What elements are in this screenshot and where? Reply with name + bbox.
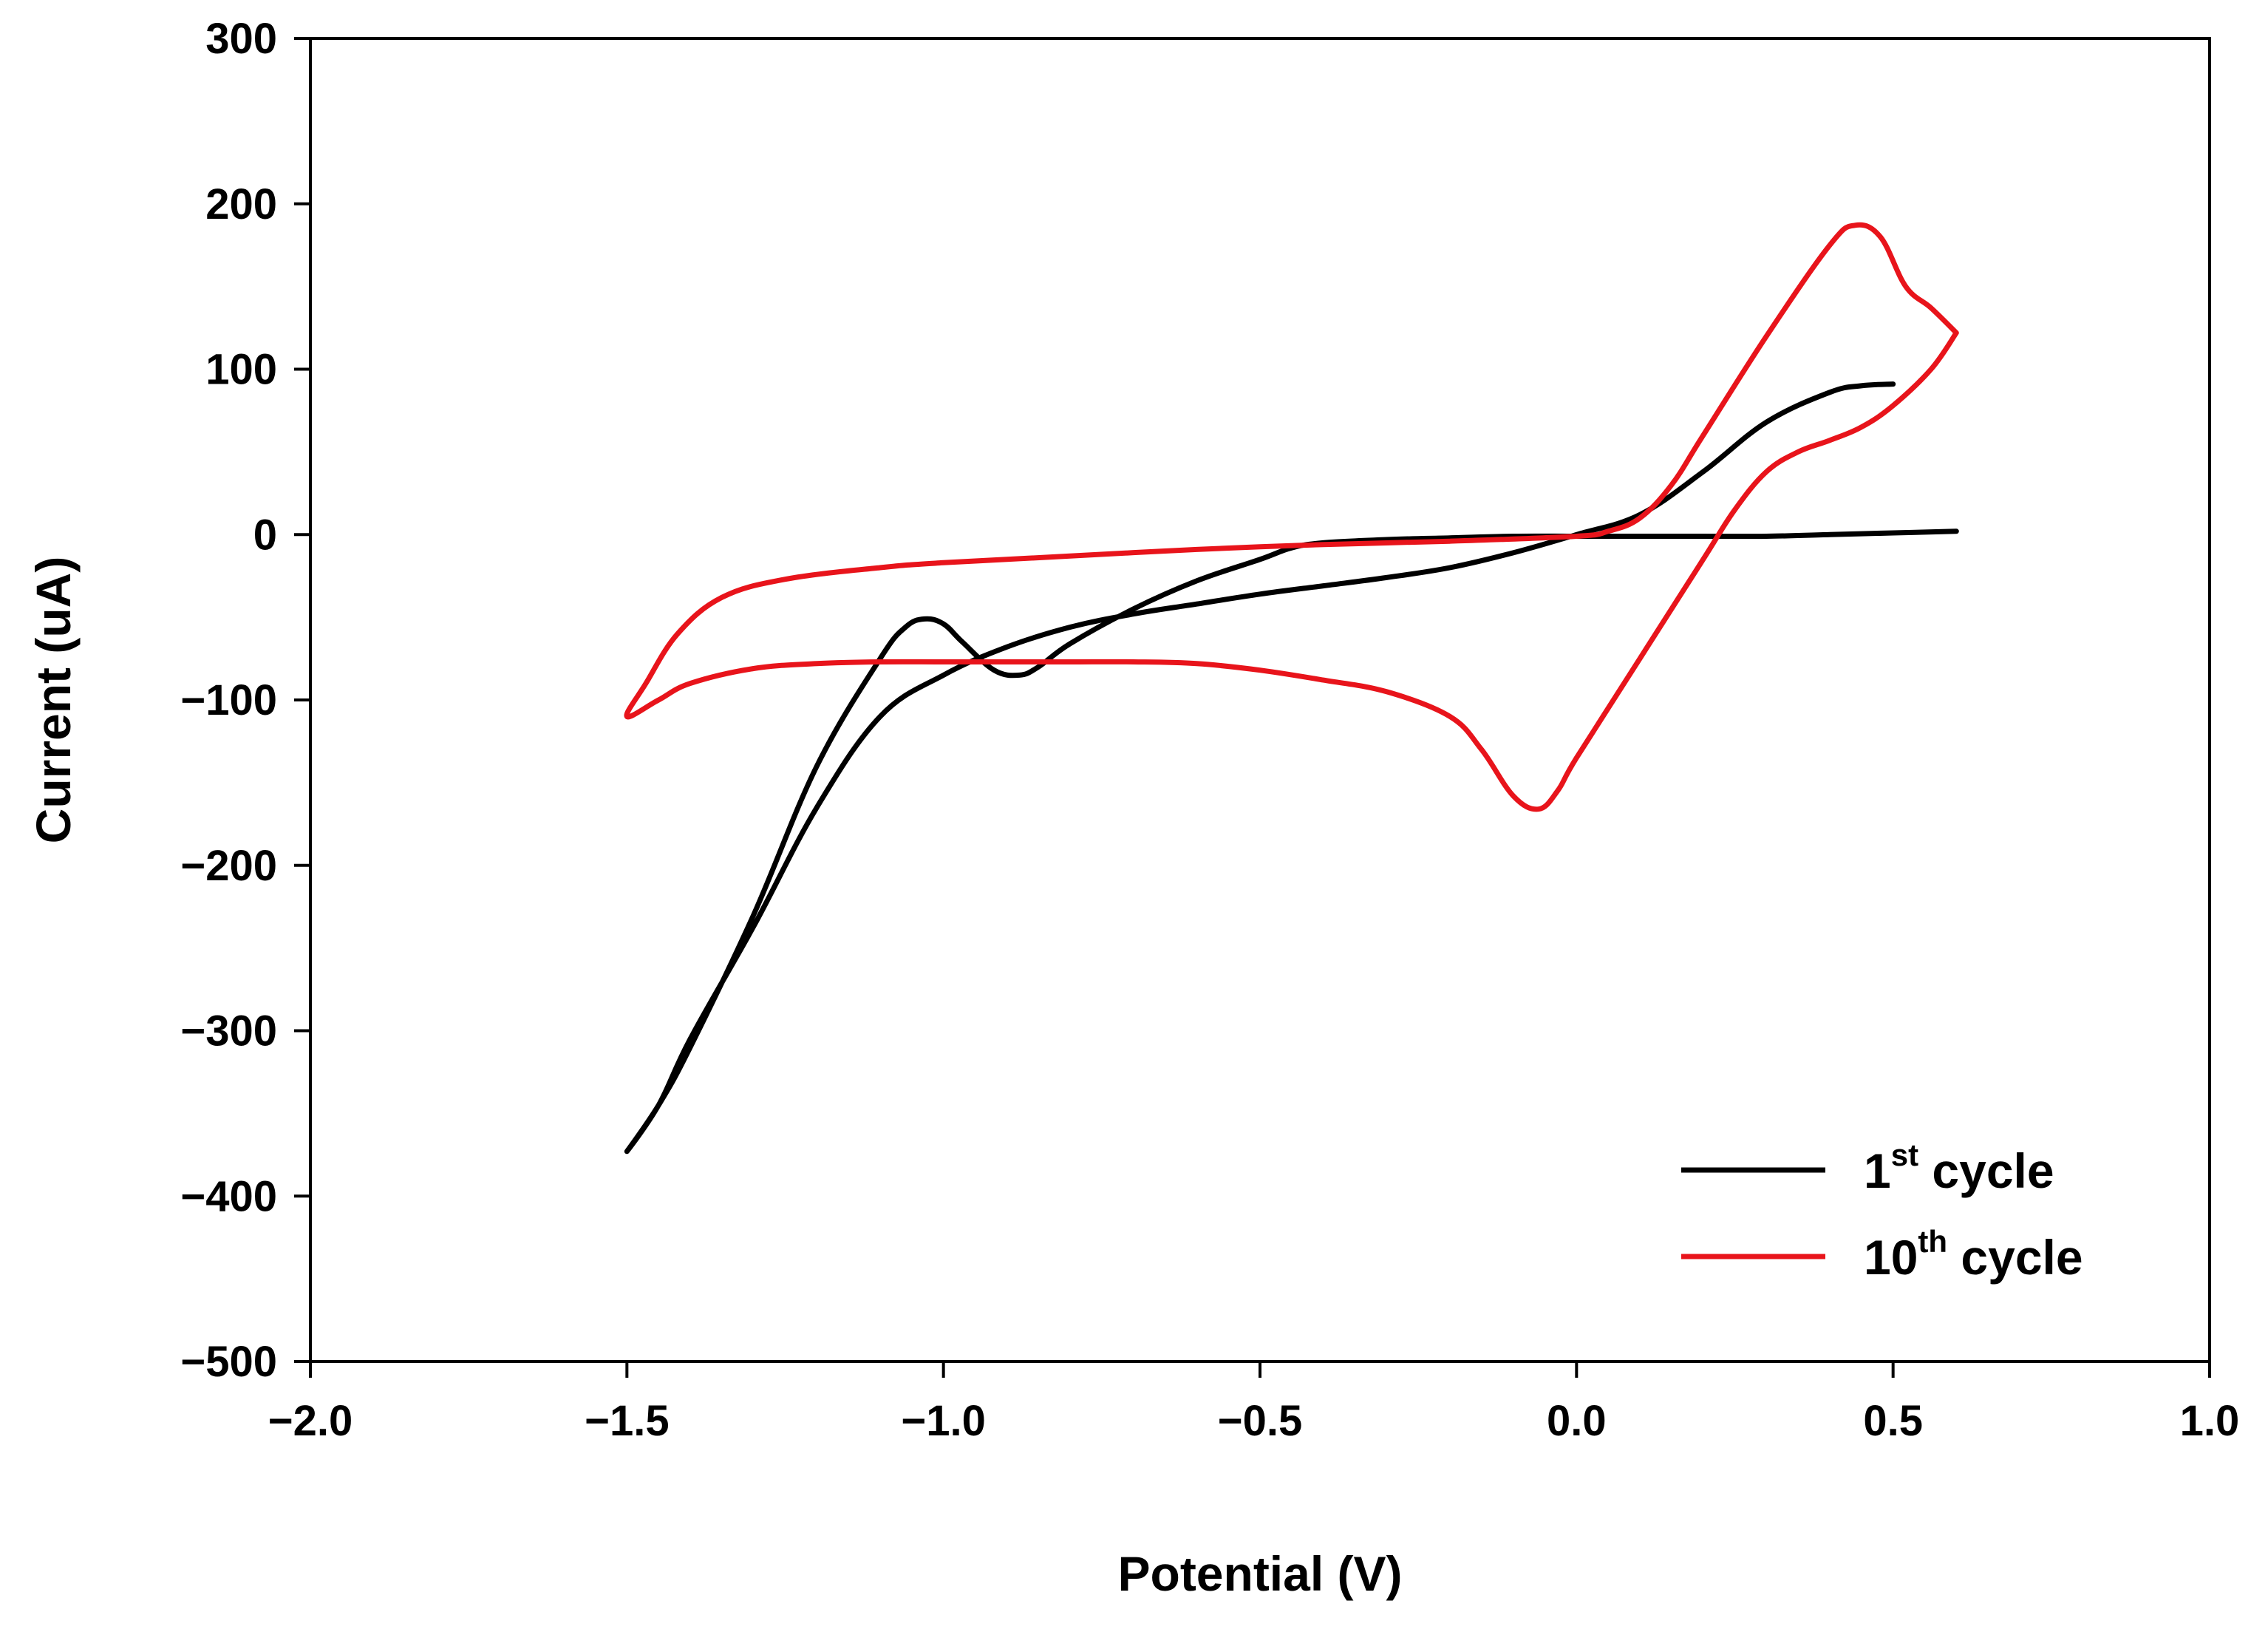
y-tick-label: −500 bbox=[180, 1338, 277, 1386]
y-tick-label: 100 bbox=[205, 346, 277, 394]
y-tick-label: 300 bbox=[205, 15, 277, 63]
y-axis-title: Current (uA) bbox=[26, 557, 81, 844]
x-tick-label: −0.5 bbox=[1218, 1397, 1303, 1445]
y-tick-label: −300 bbox=[180, 1007, 277, 1055]
x-tick-label: −2.0 bbox=[268, 1397, 353, 1445]
series-line-cycle-1 bbox=[624, 381, 1959, 1155]
x-tick-label: −1.0 bbox=[901, 1397, 986, 1445]
y-tick-label: 0 bbox=[253, 511, 277, 559]
x-tick-label: 0.0 bbox=[1547, 1397, 1607, 1445]
y-tick-label: −100 bbox=[180, 676, 277, 724]
x-tick-label: 0.5 bbox=[1863, 1397, 1923, 1445]
series-line-cycle-10 bbox=[624, 222, 1959, 812]
x-axis-title: Potential (V) bbox=[1117, 1546, 1402, 1601]
legend-label: 1st cycle bbox=[1864, 1138, 2054, 1198]
y-tick-label: −400 bbox=[180, 1172, 277, 1220]
x-tick-label: −1.5 bbox=[585, 1397, 670, 1445]
legend-label: 10th cycle bbox=[1864, 1224, 2083, 1285]
x-tick-label: 1.0 bbox=[2180, 1397, 2240, 1445]
y-tick-label: 200 bbox=[205, 180, 277, 228]
y-tick-label: −200 bbox=[180, 842, 277, 890]
